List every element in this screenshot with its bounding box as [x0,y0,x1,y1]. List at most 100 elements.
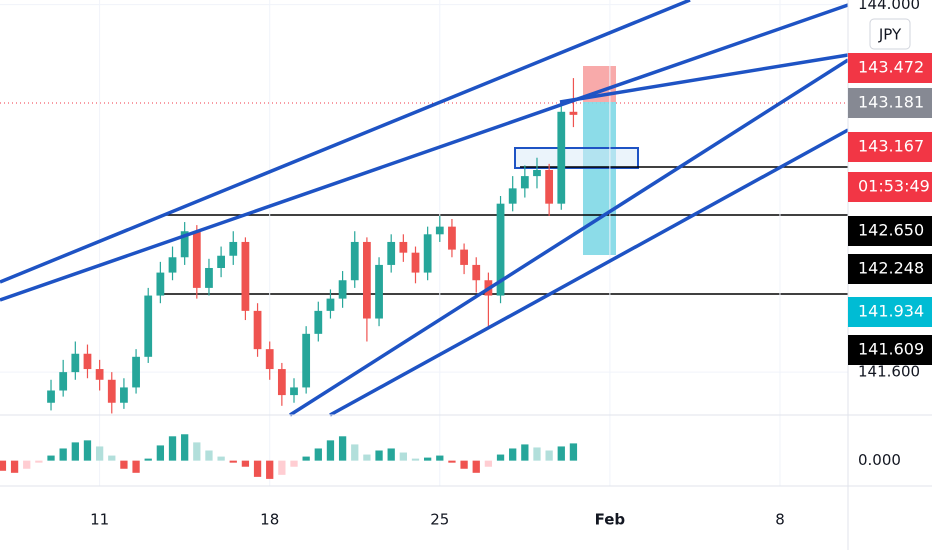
candle-body [229,241,238,256]
x-tick-label: 25 [430,511,449,529]
candle-body [423,234,432,273]
candle-body [460,249,468,265]
histogram-bar [23,460,31,469]
candle-body [217,255,225,268]
histogram-bar [95,446,104,461]
y-tick-label: 144.000 [858,0,920,13]
drawings [0,66,848,295]
candle-body [180,231,189,258]
price-tag [848,53,932,83]
histogram-bar [253,460,262,477]
histogram-bar [229,460,237,463]
histogram-bar [10,460,19,473]
candle-body [156,272,165,296]
marks [0,0,848,486]
histogram-bar [83,440,92,461]
price-tag [848,254,932,284]
x-tick-label: 18 [260,511,279,529]
histogram-bar [132,460,140,473]
price-tag-label: 141.609 [858,340,924,359]
trend-lines [0,0,849,417]
zone-box [514,147,639,169]
trend-line [289,58,849,417]
histogram-bar [399,452,407,461]
histogram-bar [411,458,420,461]
price-tag-label: 142.650 [858,221,924,240]
candle-body [302,333,311,388]
price-tag [848,335,932,365]
histogram-bar [496,454,505,461]
price-tag-label: 01:53:49 [858,177,930,196]
x-tick-label: Feb [595,511,626,529]
candle-body [168,257,177,273]
histogram-bar [120,460,128,469]
price-tag-label: 141.934 [858,302,924,321]
trend-line [329,128,849,417]
histogram-bar [436,455,444,461]
histogram-bar [533,447,541,461]
candle-body [375,264,383,319]
histogram-bar [193,442,201,461]
candle-body [557,111,566,204]
histogram-bar [156,445,165,461]
candle-body [192,231,201,288]
histogram-bar [302,456,310,461]
candle-body [47,390,55,403]
price-tag-label: 143.472 [858,58,924,77]
histogram-bar [47,455,55,461]
histogram-bar [545,450,553,461]
candle-body [241,241,250,311]
candle-body [205,267,213,288]
y-tick-label: 0.000 [858,451,901,469]
histogram-bar [144,458,152,461]
candle-body [326,298,335,311]
histogram-bar [363,454,371,461]
histogram-bar [108,455,116,461]
histogram-bar [448,460,456,463]
histogram-bar [217,456,225,461]
price-tag-label: 142.248 [858,259,924,278]
histogram-bar [557,446,565,461]
histogram-bar [278,460,286,475]
candle-body [472,264,481,281]
target-zone [583,102,616,255]
candle-body [496,203,505,296]
trend-line [0,0,691,284]
candle-body [448,226,456,250]
y-tick-label: 141.600 [858,363,920,381]
candle-body [83,353,92,370]
candle-body [350,241,359,281]
currency-box[interactable] [869,18,911,50]
trend-line [559,53,849,104]
histogram-bar [351,444,359,461]
histogram-bar [241,460,250,467]
histogram-bar [424,457,432,461]
candle-body [120,387,128,403]
candle-body [132,356,140,388]
price-tag [848,172,932,202]
candle-body [71,353,80,373]
candle-body [338,280,347,299]
histogram-bar [35,460,43,463]
x-tick-label: 8 [775,511,785,529]
candle-body [253,310,262,350]
candle-body [144,295,153,357]
histogram-bar [59,448,67,461]
histogram-bar [326,440,335,461]
price-tag-label: 143.181 [858,93,924,112]
histogram-bar [484,460,493,467]
histogram-bar [375,450,383,461]
currency[interactable]: JPY [878,26,902,44]
price-tag [848,216,932,246]
trend-line [0,3,849,302]
candle-body [277,369,286,396]
candle-body [533,169,541,177]
histogram-bar [71,442,79,461]
histogram-bar [181,434,189,461]
histogram-bar [387,448,395,461]
candle-body [435,226,444,235]
candle-body [569,111,578,115]
candle-body [411,252,420,273]
price-tag [848,297,932,327]
